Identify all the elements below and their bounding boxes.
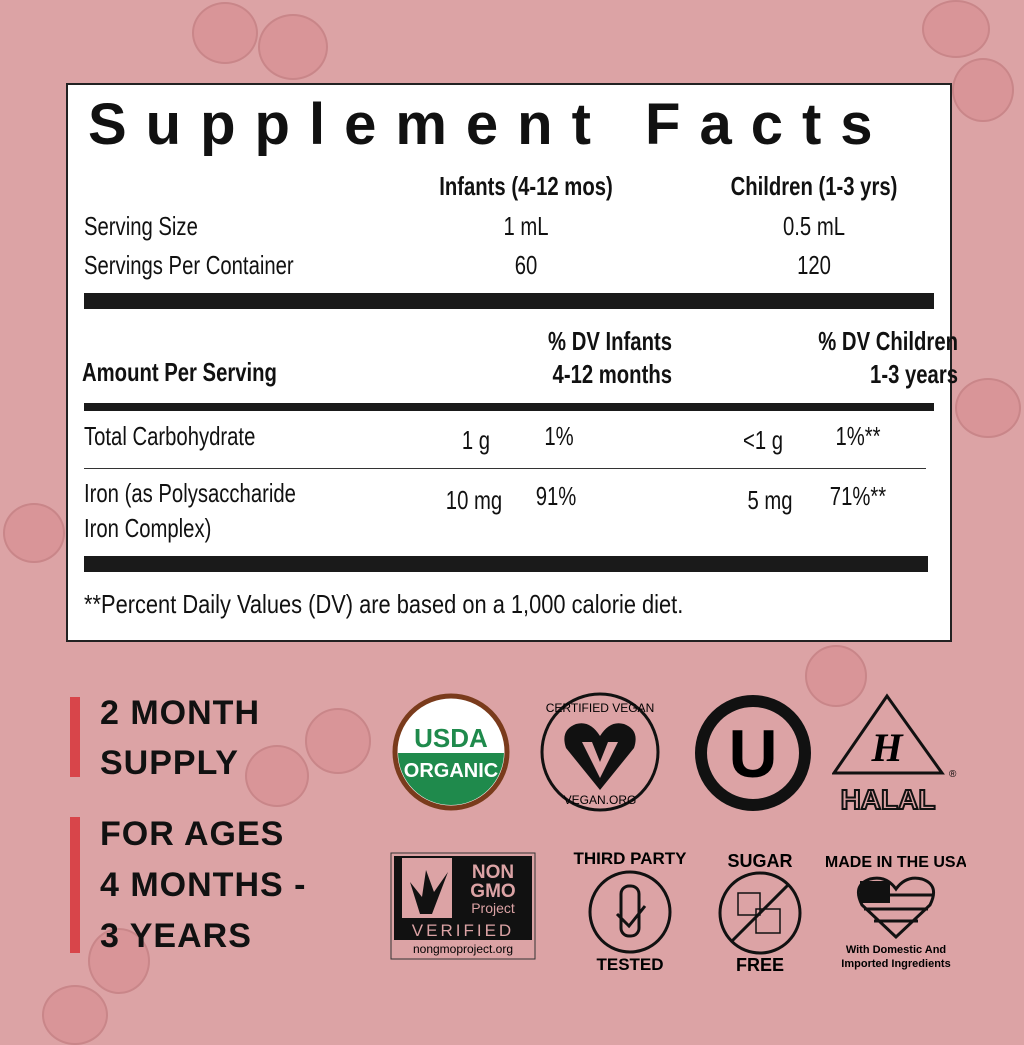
cherry-decoration (192, 2, 258, 64)
svg-text:With Domestic And: With Domestic And (846, 944, 946, 956)
cherry-decoration (805, 645, 867, 707)
infant-amount: 10 mg (445, 485, 503, 515)
divider-thick (84, 556, 928, 572)
cherry-decoration (88, 928, 150, 994)
accent-bar (70, 817, 80, 953)
infant-dv: 1% (544, 421, 574, 451)
col-header-children: Children (1-3 yrs) (730, 171, 898, 201)
made-in-usa-icon: MADE IN THE USA With Domestic And Import… (826, 854, 966, 970)
children-amount: <1 g (742, 425, 784, 455)
cherry-decoration (922, 0, 990, 58)
dv-children-header-2: 1-3 years (870, 359, 958, 389)
cherry-decoration (258, 14, 328, 80)
dv-infants-header-2: 4-12 months (552, 359, 672, 389)
svg-text:USDA: USDA (414, 723, 488, 753)
svg-text:®: ® (949, 769, 957, 780)
servings-infants: 60 (514, 250, 538, 280)
supplement-facts-panel: Supplement Facts Infants (4-12 mos) Chil… (66, 83, 958, 642)
svg-text:HALAL: HALAL (841, 784, 936, 815)
svg-text:H: H (870, 725, 904, 770)
ages-claim-line3: 3 YEARS (100, 917, 252, 955)
footnote: **Percent Daily Values (DV) are based on… (84, 589, 684, 619)
infant-amount: 1 g (461, 425, 491, 455)
serving-size-infants: 1 mL (503, 211, 549, 241)
supply-claim: 2 MONTH (100, 694, 260, 732)
non-gmo-verified-icon: NON GMO Project VERIFIED nongmoproject.o… (390, 852, 536, 960)
svg-text:ORGANIC: ORGANIC (404, 760, 498, 782)
cherry-decoration (952, 58, 1014, 122)
svg-text:TESTED: TESTED (596, 955, 663, 974)
cherry-decoration (305, 708, 371, 774)
usda-organic-icon: USDA ORGANIC (392, 693, 510, 811)
children-amount: 5 mg (747, 485, 793, 515)
amount-per-serving-label: Amount Per Serving (82, 357, 277, 387)
svg-text:U: U (728, 716, 777, 792)
svg-text:MADE IN THE USA: MADE IN THE USA (826, 854, 966, 871)
servings-children: 120 (797, 250, 831, 280)
divider-thin (84, 468, 926, 469)
ages-claim: FOR AGES (100, 815, 285, 853)
accent-bar (70, 697, 80, 777)
svg-text:SUGAR: SUGAR (727, 851, 792, 871)
children-dv: 1%** (835, 421, 881, 451)
svg-text:VERIFIED: VERIFIED (412, 921, 514, 940)
ages-claim-line2: 4 MONTHS - (100, 866, 307, 904)
serving-size-children: 0.5 mL (782, 211, 846, 241)
svg-text:CERTIFIED VEGAN: CERTIFIED VEGAN (546, 701, 654, 715)
supply-claim-line2: SUPPLY (100, 744, 239, 782)
servings-label: Servings Per Container (84, 250, 294, 280)
cherry-decoration (245, 745, 309, 807)
svg-text:VEGAN.ORG: VEGAN.ORG (564, 793, 637, 807)
serving-size-label: Serving Size (84, 211, 198, 241)
sugar-free-icon: SUGAR FREE (718, 851, 802, 975)
svg-text:nongmoproject.org: nongmoproject.org (413, 942, 513, 956)
cherry-decoration (3, 503, 65, 563)
cherry-decoration (42, 985, 108, 1045)
divider-thick (84, 293, 934, 309)
third-party-tested-icon: THIRD PARTY TESTED (573, 849, 687, 974)
col-header-infants: Infants (4-12 mos) (439, 171, 613, 201)
divider-medium (84, 403, 934, 411)
children-dv: 71%** (829, 481, 887, 511)
svg-text:THIRD PARTY: THIRD PARTY (573, 849, 687, 868)
nutrient-name-line2: Iron Complex) (84, 513, 212, 543)
svg-text:NON: NON (472, 862, 514, 883)
certified-vegan-icon: CERTIFIED VEGAN VEGAN.ORG (540, 692, 660, 812)
nutrient-name: Iron (as Polysaccharide (84, 478, 296, 508)
infant-dv: 91% (535, 481, 577, 511)
dv-children-header-1: % DV Children (818, 326, 958, 356)
dv-infants-header-1: % DV Infants (548, 326, 672, 356)
facts-title: Supplement Facts (88, 92, 892, 157)
nutrient-name: Total Carbohydrate (84, 421, 256, 451)
kosher-icon: U (695, 695, 811, 811)
svg-text:Project: Project (471, 900, 515, 916)
svg-text:Imported Ingredients: Imported Ingredients (841, 958, 950, 970)
svg-text:GMO: GMO (470, 881, 515, 902)
halal-icon: H ® HALAL (832, 693, 957, 815)
cherry-decoration (955, 378, 1021, 438)
svg-text:FREE: FREE (736, 955, 784, 975)
